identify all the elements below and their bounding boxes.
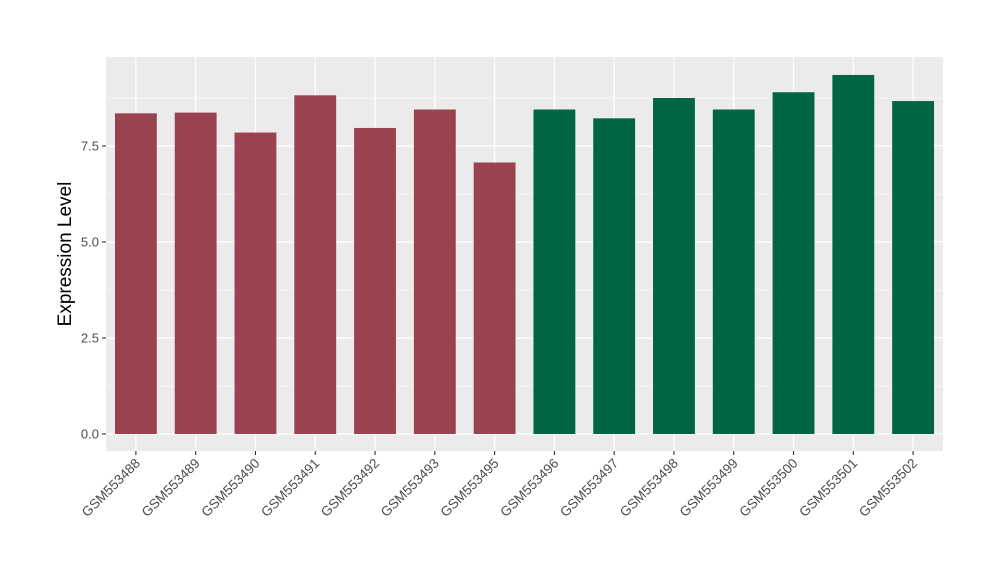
bar-GSM553495 [473, 162, 516, 434]
x-axis: GSM553488GSM553489GSM553490GSM553491GSM5… [79, 451, 920, 520]
y-tick-label: 7.5 [81, 139, 99, 154]
y-tick-label: 5.0 [81, 235, 99, 250]
x-tick-label: GSM553493 [378, 456, 442, 520]
bar-GSM553501 [832, 74, 875, 435]
x-tick-label: GSM553492 [318, 456, 382, 520]
bar-GSM553498 [653, 98, 695, 434]
x-tick-label: GSM553499 [677, 456, 741, 520]
x-tick-label: GSM553502 [856, 456, 920, 520]
bars-group [114, 74, 935, 435]
x-tick-label: GSM553489 [139, 456, 203, 520]
bar-GSM553489 [174, 112, 217, 434]
x-tick-label: GSM553497 [557, 456, 621, 520]
x-tick-label: GSM553491 [258, 456, 322, 520]
x-tick-label: GSM553495 [438, 456, 502, 520]
bar-GSM553497 [593, 118, 636, 435]
x-tick-label: GSM553496 [497, 456, 561, 520]
y-tick-label: 2.5 [81, 331, 99, 346]
bar-GSM553496 [533, 109, 576, 435]
x-tick-label: GSM553488 [79, 456, 143, 520]
x-tick-label: GSM553498 [617, 456, 681, 520]
bar-GSM553490 [234, 132, 277, 434]
y-axis: 0.0 2.5 5.0 7.5 [81, 139, 106, 442]
chart-panel [106, 57, 943, 451]
bar-GSM553499 [712, 109, 755, 435]
x-tick-label: GSM553490 [198, 456, 262, 520]
bar-GSM553491 [294, 95, 337, 434]
bar-GSM553492 [354, 127, 396, 435]
bar-GSM553488 [114, 113, 157, 435]
bar-GSM553502 [892, 101, 935, 435]
y-tick-label: 0.0 [81, 427, 99, 442]
x-tick-label: GSM553500 [736, 456, 800, 520]
y-axis-label: Expression Level [55, 182, 76, 327]
x-tick-label: GSM553501 [796, 456, 860, 520]
bar-GSM553500 [772, 92, 815, 435]
bar-GSM553493 [413, 109, 456, 435]
